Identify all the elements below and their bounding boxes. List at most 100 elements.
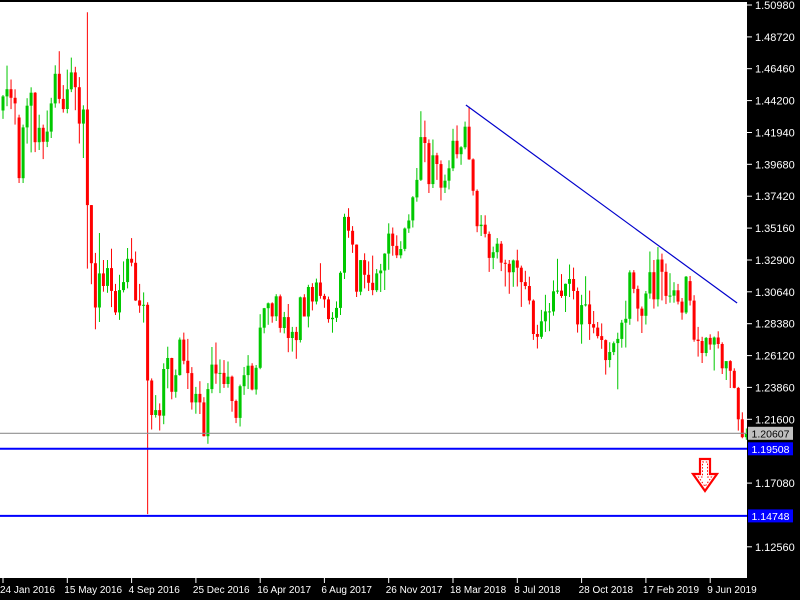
candle xyxy=(596,327,600,337)
candle xyxy=(640,308,644,316)
candle xyxy=(222,372,226,384)
candle xyxy=(527,286,531,301)
candle xyxy=(475,190,479,227)
candle xyxy=(403,228,407,249)
date-axis-label: 18 Mar 2018 xyxy=(450,585,507,596)
candle xyxy=(210,364,214,390)
date-axis-label: 17 Feb 2019 xyxy=(643,585,700,596)
price-axis-label: 1.41940 xyxy=(755,128,795,140)
candle xyxy=(5,89,9,97)
candle xyxy=(367,274,371,283)
down-arrow-outline[interactable] xyxy=(690,457,720,493)
candle xyxy=(53,73,57,104)
candle xyxy=(21,127,25,179)
candle xyxy=(644,293,648,316)
candle xyxy=(399,249,403,256)
candle xyxy=(355,244,359,292)
price-axis-label: 1.37420 xyxy=(755,191,795,203)
overlay-lines-layer[interactable] xyxy=(0,104,747,517)
candle xyxy=(114,291,117,313)
candle xyxy=(435,155,439,164)
candle xyxy=(604,340,608,361)
candle xyxy=(206,389,210,437)
candle xyxy=(431,155,435,185)
candle xyxy=(483,224,487,234)
candle xyxy=(226,376,230,384)
candle xyxy=(286,317,290,338)
candle xyxy=(89,205,93,264)
price-axis-label: 1.44200 xyxy=(755,96,795,108)
down-arrow[interactable] xyxy=(690,457,720,493)
support-line-label-text: 1.14748 xyxy=(752,511,790,523)
price-axis-label: 1.26120 xyxy=(755,351,795,363)
candle xyxy=(467,126,471,160)
price-axis-label: 1.12560 xyxy=(755,542,795,554)
candle xyxy=(25,105,29,128)
candle xyxy=(724,361,728,369)
candle xyxy=(688,281,692,301)
date-axis-label: 15 May 2016 xyxy=(64,585,122,596)
candle xyxy=(214,364,218,374)
candle xyxy=(198,393,202,403)
candle xyxy=(447,168,451,181)
candle xyxy=(274,296,278,317)
candle xyxy=(511,260,515,273)
candle xyxy=(415,179,419,198)
price-axis-label: 1.32900 xyxy=(755,255,795,267)
support-line-price-label[interactable]: 1.19508 xyxy=(748,442,793,456)
candle xyxy=(379,270,383,274)
candle xyxy=(636,288,640,309)
current-price-label[interactable]: 1.20607 xyxy=(748,426,793,441)
candle xyxy=(45,131,49,142)
candle xyxy=(656,259,660,300)
date-axis-label: 28 Oct 2018 xyxy=(579,585,634,596)
date-axis-label: 4 Sep 2016 xyxy=(129,585,181,596)
candle xyxy=(680,301,684,313)
candle xyxy=(459,147,463,155)
candle xyxy=(704,337,708,353)
candle xyxy=(664,271,668,296)
candle xyxy=(439,164,443,188)
candle xyxy=(628,272,632,319)
candle xyxy=(335,307,338,318)
candle xyxy=(471,159,475,191)
candle xyxy=(387,233,391,254)
candle xyxy=(535,334,539,337)
date-axis-label: 6 Aug 2017 xyxy=(321,585,372,596)
candle xyxy=(543,311,547,322)
candle xyxy=(564,283,567,296)
candle xyxy=(568,279,571,284)
candle xyxy=(479,224,483,227)
candle xyxy=(660,259,664,272)
candle xyxy=(61,98,65,110)
candle xyxy=(49,103,53,132)
candle xyxy=(234,401,238,418)
candle xyxy=(539,321,543,337)
candle xyxy=(732,370,736,388)
candle xyxy=(612,343,616,353)
descending-trendline[interactable] xyxy=(465,104,738,304)
support-line-label-box xyxy=(748,509,793,523)
candle xyxy=(266,303,270,309)
candle xyxy=(294,331,298,341)
price-axis-label: 1.23860 xyxy=(755,382,795,394)
candle xyxy=(170,358,174,392)
time-axis[interactable]: 24 Jan 2016 15 May 2016 4 Sep 2016 25 Dec 2… xyxy=(0,578,757,596)
candle xyxy=(302,297,306,317)
candle xyxy=(560,290,563,296)
candle xyxy=(584,304,588,306)
candle xyxy=(720,344,724,369)
date-axis-label: 25 Dec 2016 xyxy=(193,585,250,596)
down-arrow-selection-dashes xyxy=(697,461,713,488)
candle xyxy=(174,375,178,392)
price-axis[interactable]: 1.50980 1.48720 1.46460 1.44200 1.41940 1.396… xyxy=(747,0,795,554)
candle xyxy=(65,89,69,109)
candle xyxy=(343,216,346,273)
candle xyxy=(150,380,154,415)
candle xyxy=(162,369,166,416)
candle xyxy=(77,87,81,124)
candle xyxy=(154,410,158,415)
support-line-price-label[interactable]: 1.14748 xyxy=(748,509,793,523)
candle xyxy=(616,338,620,344)
